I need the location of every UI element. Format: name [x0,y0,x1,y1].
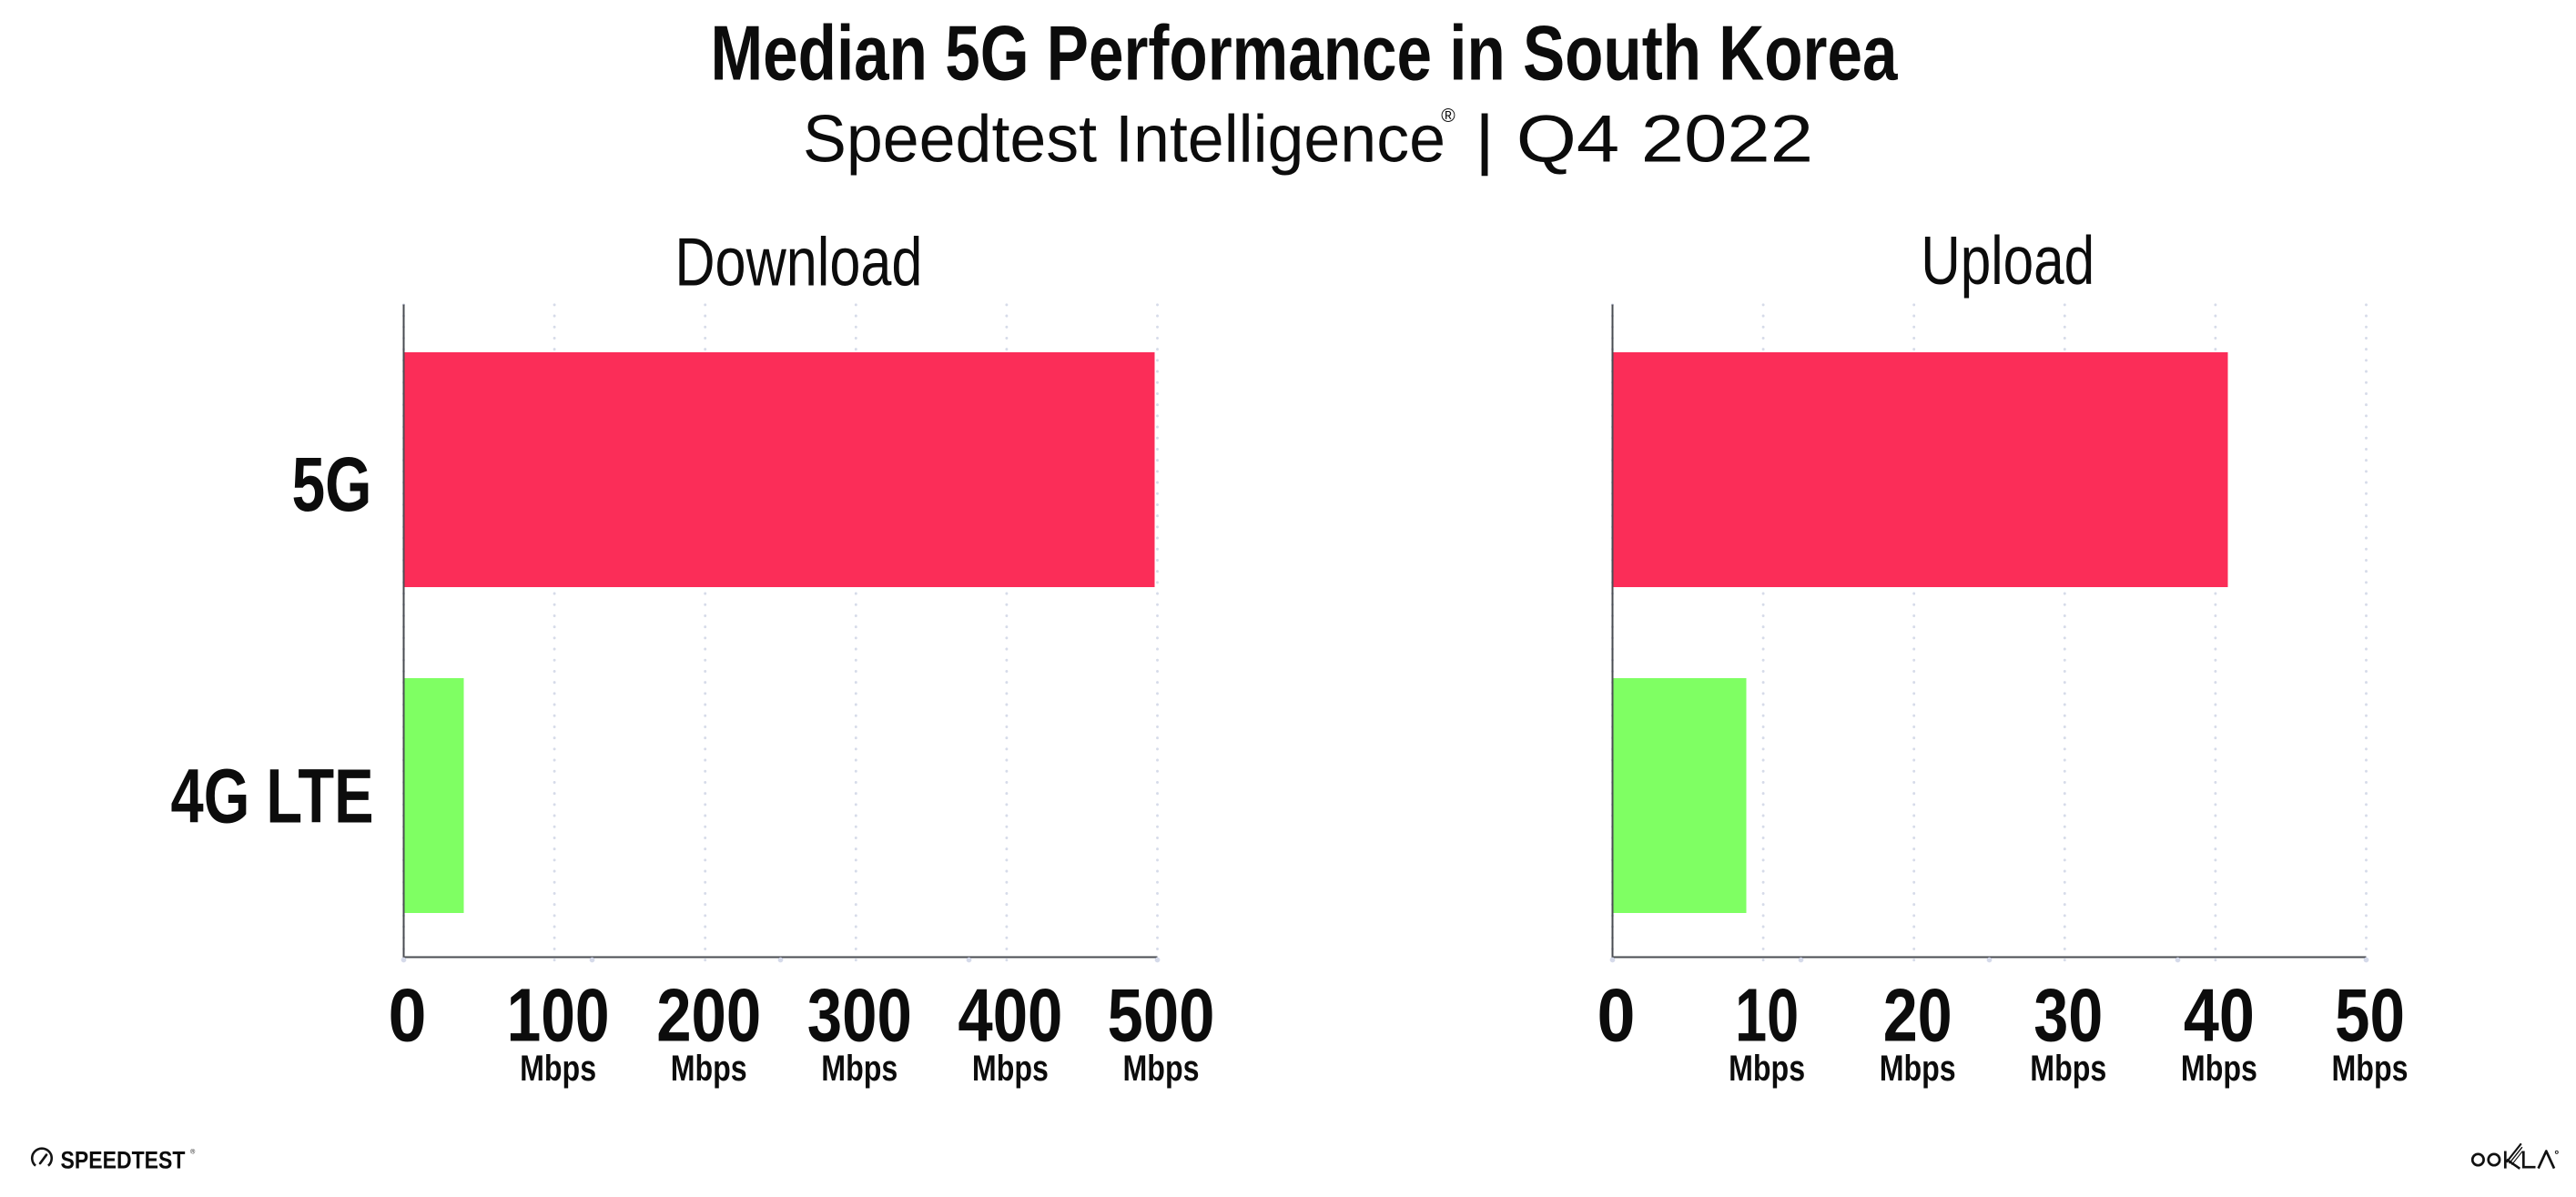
svg-text:30: 30 [2033,973,2103,1058]
svg-text:Mbps: Mbps [671,1049,747,1089]
svg-text:300: 300 [807,973,912,1058]
svg-text:Mbps: Mbps [1729,1049,1805,1089]
svg-text:| Q4 2022: | Q4 2022 [1475,103,1813,177]
svg-text:Mbps: Mbps [520,1049,596,1089]
svg-text:20: 20 [1883,973,1952,1058]
svg-text:Mbps: Mbps [2181,1049,2257,1089]
svg-text:Mbps: Mbps [1123,1049,1200,1089]
svg-text:100: 100 [507,973,610,1058]
svg-text:400: 400 [958,973,1062,1058]
svg-text:0: 0 [389,973,427,1058]
svg-text:Median 5G Performance in South: Median 5G Performance in South Korea [711,11,1899,97]
svg-text:4G LTE: 4G LTE [171,753,374,838]
svg-text:Upload: Upload [1921,222,2094,299]
svg-text:Mbps: Mbps [972,1049,1049,1089]
svg-text:0: 0 [1597,973,1636,1058]
svg-text:Speedtest Intelligence: Speedtest Intelligence [803,103,1445,177]
svg-text:10: 10 [1735,973,1799,1058]
svg-text:40: 40 [2184,973,2255,1058]
svg-text:®: ® [1441,106,1455,127]
svg-text:SPEEDTEST: SPEEDTEST [61,1147,186,1174]
svg-text:5G: 5G [292,441,372,527]
svg-text:Mbps: Mbps [2332,1049,2409,1089]
svg-text:Mbps: Mbps [821,1049,898,1089]
svg-text:200: 200 [656,973,761,1058]
svg-text:50: 50 [2335,973,2405,1058]
svg-text:Download: Download [674,224,922,300]
svg-text:500: 500 [1108,973,1215,1058]
svg-text:Mbps: Mbps [2030,1049,2106,1089]
svg-text:Mbps: Mbps [1880,1049,1956,1089]
svg-text:®: ® [190,1149,196,1156]
